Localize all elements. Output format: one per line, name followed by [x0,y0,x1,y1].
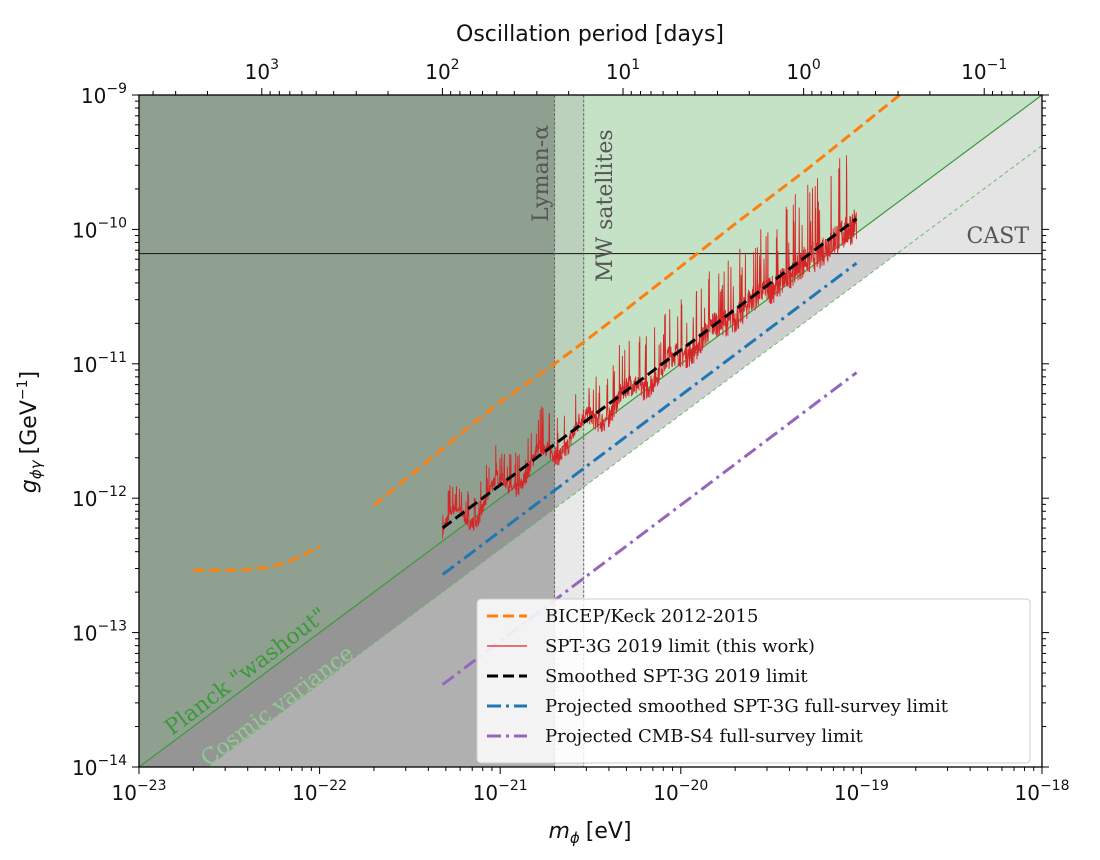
y-tick-labels: 10−14 10−13 10−12 10−11 10−10 10−9 [72,81,127,780]
legend-label-smoothed: Smoothed SPT-3G 2019 limit [545,666,808,687]
series-spt3g-2019-limit [442,155,857,539]
y-tick-label: 10−9 [81,81,127,108]
region-label-lyman-alpha: Lyman-α [529,125,554,222]
top-tick-label: 102 [425,57,459,84]
top-tick-label: 100 [786,57,820,84]
series-bicep-keck-1 [193,544,321,572]
x-tick-label: 10−18 [1015,778,1070,805]
series-bicep-keck-2 [373,95,903,507]
y-tick-label: 10−12 [72,484,127,511]
planck-washout-boundary [139,95,1042,767]
legend: BICEP/Keck 2012-2015 SPT-3G 2019 limit (… [476,598,1031,764]
top-tick-label: 10−1 [961,57,1007,84]
y-axis-title: gϕγ[GeV−1] [15,371,45,493]
x-tick-label: 10−20 [653,778,708,805]
top-tick-label: 101 [606,57,640,84]
x-tick-label: 10−19 [834,778,889,805]
legend-label-spt: SPT-3G 2019 limit (this work) [545,636,815,657]
cosmic-variance-boundary [207,145,1042,767]
x-tick-label: 10−21 [473,778,528,805]
series-smoothed-spt3g [441,217,858,530]
top-tick-label: 103 [245,57,279,84]
y-tick-label: 10−14 [72,753,127,780]
legend-label-cmbs4: Projected CMB-S4 full-survey limit [545,726,864,747]
legend-label-bicep: BICEP/Keck 2012-2015 [545,606,758,627]
plot-frame [138,94,1043,768]
x-tick-label: 10−22 [292,778,347,805]
region-label-cast: CAST [967,224,1030,249]
legend-box [476,598,1031,764]
top-tick-labels: 103 102 101 100 10−1 [245,57,1008,84]
x-tick-label: 10−23 [112,778,167,805]
y-tick-label: 10−13 [72,619,127,646]
x-axis-title: mϕ [eV] [548,819,631,847]
top-axis-title: Oscillation period [days] [456,22,724,47]
axis-ticks [132,88,1049,774]
y-tick-label: 10−11 [72,350,127,377]
y-tick-label: 10−10 [72,215,127,242]
legend-label-projected-spt3g: Projected smoothed SPT-3G full-survey li… [545,696,949,717]
region-label-mw-satellites: MW satellites [593,129,618,282]
x-tick-labels: 10−23 10−22 10−21 10−20 10−19 10−18 [112,778,1070,805]
series-projected-spt3g [441,262,858,576]
